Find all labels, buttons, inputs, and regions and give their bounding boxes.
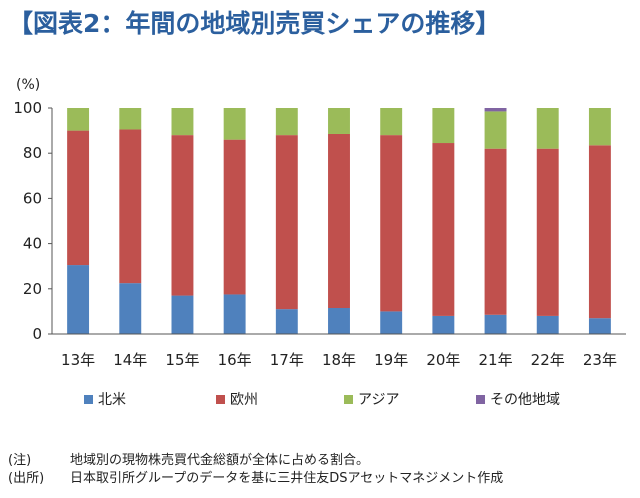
bar-segment: [119, 129, 142, 284]
bar-segment: [484, 148, 507, 315]
bar-segment: [275, 135, 298, 310]
bar-segment: [275, 108, 298, 136]
bar-segment: [328, 108, 350, 134]
x-tick-label: 14年: [113, 351, 147, 369]
note-text: 地域別の現物株売買代金総額が全体に占める割合。: [70, 453, 370, 468]
legend: 北米 欧州 アジア その他地域: [84, 392, 560, 408]
x-tick-label: 22年: [531, 351, 565, 369]
stacked-bar-chart: 0 20 40 60 80 100 13年 14年 15年 16年 17年 18年 19年 20年 21年…: [13, 77, 626, 408]
legend-label: その他地域: [490, 392, 560, 408]
x-tick-label: 16年: [218, 351, 252, 369]
note-row: (注) 地域別の現物株売買代金総額が全体に占める割合。: [8, 452, 503, 470]
bar-segment: [67, 265, 90, 334]
legend-swatch: [476, 395, 485, 404]
y-axis: 0 20 40 60 80 100: [13, 99, 53, 343]
bar-segment: [67, 130, 90, 266]
y-tick-label: 20: [23, 280, 42, 298]
bar-segment: [223, 139, 246, 295]
bar-segment: [328, 308, 350, 334]
bar-segment: [588, 318, 611, 334]
y-tick-label: 60: [23, 189, 42, 207]
bar-segment: [432, 108, 455, 144]
bar-segment: [536, 148, 559, 316]
source-tag: (出所): [8, 471, 45, 486]
legend-label: 欧州: [230, 392, 258, 408]
y-axis-unit: (%): [16, 77, 40, 93]
x-axis: 13年 14年 15年 16年 17年 18年 19年 20年 21年 22年 23年: [52, 333, 626, 369]
note-tag: (注): [8, 453, 32, 468]
x-tick-label: 13年: [61, 351, 95, 369]
legend-swatch: [216, 395, 225, 404]
bar-segment: [328, 133, 350, 309]
x-tick-label: 19年: [374, 351, 408, 369]
source-row: (出所) 日本取引所グループのデータを基に三井住友DSアセットマネジメント作成: [8, 470, 503, 488]
x-tick-label: 20年: [426, 351, 460, 369]
bar-segment: [67, 108, 90, 131]
bar-segment: [275, 309, 298, 334]
bar-segment: [223, 294, 246, 334]
bar-segment: [171, 108, 194, 136]
bar-segment: [380, 135, 403, 312]
legend-swatch: [344, 395, 353, 404]
x-tick-label: 21年: [478, 351, 512, 369]
bar-segment: [223, 108, 246, 140]
bar-segment: [380, 311, 403, 334]
bar-segment: [171, 135, 194, 296]
legend-swatch: [84, 395, 93, 404]
x-tick-label: 18年: [322, 351, 356, 369]
bar-segment: [484, 314, 507, 334]
bar-segment: [484, 108, 507, 112]
x-tick-label: 15年: [165, 351, 199, 369]
bar-segment: [536, 315, 559, 334]
x-tick-label: 17年: [270, 351, 304, 369]
bar-segment: [536, 108, 559, 149]
x-tick-label: 23年: [583, 351, 617, 369]
bar-segment: [432, 143, 455, 316]
plot-area: [67, 108, 611, 334]
y-tick-label: 100: [13, 99, 42, 117]
bar-segment: [119, 283, 142, 334]
bar-segment: [432, 315, 455, 334]
source-text: 日本取引所グループのデータを基に三井住友DSアセットマネジメント作成: [70, 471, 504, 486]
bar-segment: [380, 108, 403, 136]
y-tick-label: 40: [23, 235, 42, 253]
legend-label: 北米: [98, 392, 126, 408]
bar-segment: [119, 108, 142, 130]
bar-segment: [171, 295, 194, 334]
footnotes: (注) 地域別の現物株売買代金総額が全体に占める割合。 (出所) 日本取引所グル…: [8, 452, 503, 488]
page-title: 【図表2：年間の地域別売買シェアの推移】: [8, 9, 501, 38]
y-tick-label: 80: [23, 144, 42, 162]
bar-segment: [588, 108, 611, 146]
bar-segment: [484, 111, 507, 149]
bar-segment: [588, 145, 611, 319]
legend-label: アジア: [358, 392, 399, 408]
y-tick-label: 0: [32, 325, 42, 343]
